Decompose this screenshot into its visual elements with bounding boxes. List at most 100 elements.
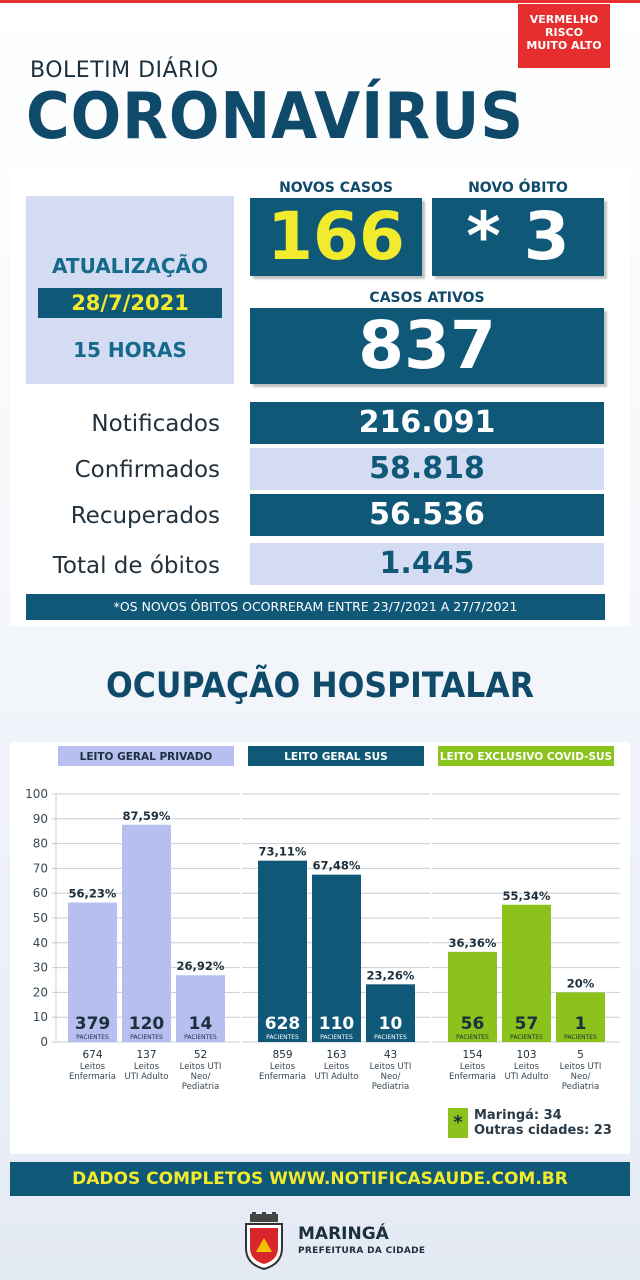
bar-patients-value: 1 [575, 1014, 587, 1034]
legend-other-cities: Outras cidades: 23 [474, 1123, 612, 1138]
y-tick-label: 20 [33, 985, 48, 999]
top-accent-line [0, 0, 640, 3]
group-header-label: LEITO GERAL SUS [284, 751, 388, 763]
update-hour: 15 HORAS [73, 338, 187, 362]
legend-maringa: Maringá: 34 [474, 1108, 562, 1123]
city-crest-logo [245, 1212, 283, 1270]
bar-bed-type: UTI Adulto [315, 1072, 359, 1082]
bar-percent-label: 73,11% [259, 845, 307, 859]
bar-bed-count: 137 [136, 1049, 156, 1061]
update-label: ATUALIZAÇÃO [52, 254, 208, 278]
bar-patients-unit: PACIENTES [510, 1034, 543, 1041]
bar-patients-value: 14 [189, 1014, 213, 1034]
bar-patients-unit: PACIENTES [564, 1034, 597, 1041]
bar-patients-unit: PACIENTES [76, 1034, 109, 1041]
city-hall-label: PREFEITURA DA CIDADE [298, 1246, 426, 1256]
new-death-label: NOVO ÓBITO [468, 180, 568, 196]
bar-bed-count: 5 [577, 1049, 584, 1061]
bar-percent-label: 26,92% [177, 959, 225, 973]
bar-bed-count: 154 [462, 1049, 482, 1061]
bar-patients-value: 56 [461, 1014, 485, 1034]
group-header-label: LEITO EXCLUSIVO COVID-SUS [440, 751, 612, 763]
stat-label-total-deaths: Total de óbitos [52, 553, 220, 579]
bar-bed-type: Leitos [460, 1062, 486, 1072]
y-tick-label: 30 [33, 961, 48, 975]
new-death-value: * 3 [432, 198, 604, 276]
bar [448, 951, 497, 1042]
risk-line-2: RISCO [545, 26, 583, 39]
active-cases-label: CASOS ATIVOS [369, 290, 485, 306]
new-cases-label: NOVOS CASOS [279, 180, 393, 196]
stat-value-notified: 216.091 [250, 402, 604, 444]
bar-patients-value: 10 [379, 1014, 403, 1034]
bar-bed-type: Leitos [514, 1062, 540, 1072]
stat-value-confirmed: 58.818 [250, 448, 604, 490]
bar-percent-label: 20% [567, 976, 595, 990]
hospital-occupancy-chart: 0 10 20 30 40 50 60 70 80 90 100 LEITO GERAL PRIVAD… [25, 746, 620, 1092]
new-cases-value: 166 [250, 198, 422, 276]
bar [122, 824, 171, 1042]
bar-patients-unit: PACIENTES [266, 1034, 299, 1041]
bar-bed-type: Pediatria [182, 1082, 219, 1092]
stat-value-recovered: 56.536 [250, 494, 604, 536]
bar-bed-count: 43 [384, 1049, 397, 1061]
active-cases-value: 837 [250, 308, 604, 384]
bar-patients-value: 110 [319, 1014, 355, 1034]
bar-bed-type: Leitos UTI [560, 1062, 602, 1072]
bar-patients-unit: PACIENTES [374, 1034, 407, 1041]
hospital-occupancy-title: OCUPAÇÃO HOSPITALAR [105, 666, 535, 706]
y-tick-label: 100 [25, 787, 48, 801]
bar-bed-type: UTI Adulto [505, 1072, 549, 1082]
asterisk-legend-icon: * [448, 1108, 468, 1138]
bar-percent-label: 23,26% [367, 968, 415, 982]
y-tick-label: 40 [33, 936, 48, 950]
stat-label-notified: Notificados [91, 411, 220, 437]
group-header-1 [58, 746, 234, 766]
bar-percent-label: 56,23% [69, 887, 117, 901]
bar-bed-type: UTI Adulto [125, 1072, 169, 1082]
bar-percent-label: 87,59% [123, 809, 171, 823]
bar [556, 992, 605, 1042]
bar-bed-type: Leitos UTI [370, 1062, 412, 1072]
risk-line-1: VERMELHO [529, 13, 599, 26]
bar-patients-unit: PACIENTES [456, 1034, 489, 1041]
bar [258, 860, 307, 1042]
update-date: 28/7/2021 [38, 288, 222, 318]
group-header-3 [438, 746, 614, 766]
bar-patients-unit: PACIENTES [130, 1034, 163, 1041]
bar-bed-type: Leitos [324, 1062, 350, 1072]
bar-percent-label: 67,48% [313, 859, 361, 873]
bar [176, 975, 225, 1042]
city-name: MARINGÁ [298, 1224, 389, 1244]
bar-patients-unit: PACIENTES [184, 1034, 217, 1041]
bar-bed-count: 163 [326, 1049, 346, 1061]
bar-bed-type: Enfermaria [449, 1072, 496, 1082]
bar-bed-type: Neo/ [191, 1072, 211, 1082]
footer-website-bar[interactable]: DADOS COMPLETOS WWW.NOTIFICASAUDE.COM.BR [10, 1162, 630, 1196]
update-box: ATUALIZAÇÃO 28/7/2021 15 HORAS [26, 196, 234, 384]
stat-label-confirmed: Confirmados [74, 457, 220, 483]
bar-bed-type: Leitos [134, 1062, 160, 1072]
bar-patients-value: 628 [265, 1014, 301, 1034]
bar-bed-type: Pediatria [372, 1082, 409, 1092]
bar-bed-count: 674 [82, 1049, 102, 1061]
y-tick-label: 50 [33, 911, 48, 925]
bar [366, 984, 415, 1042]
group-header-label: LEITO GERAL PRIVADO [80, 751, 213, 763]
bar-bed-count: 52 [194, 1049, 207, 1061]
bar-bed-type: Leitos [270, 1062, 296, 1072]
y-tick-label: 0 [40, 1035, 48, 1049]
y-tick-label: 80 [33, 837, 48, 851]
bar-percent-label: 55,34% [503, 889, 551, 903]
bar-patients-value: 379 [75, 1014, 111, 1034]
bar-percent-label: 36,36% [449, 936, 497, 950]
bar-patients-unit: PACIENTES [320, 1034, 353, 1041]
group-header-2 [248, 746, 424, 766]
bulletin-subtitle: BOLETIM DIÁRIO [30, 58, 219, 83]
y-tick-label: 70 [33, 861, 48, 875]
bar-bed-count: 859 [272, 1049, 292, 1061]
bar [502, 904, 551, 1042]
bar [68, 902, 117, 1042]
risk-line-3: MUITO ALTO [526, 39, 602, 52]
y-tick-label: 10 [33, 1010, 48, 1024]
